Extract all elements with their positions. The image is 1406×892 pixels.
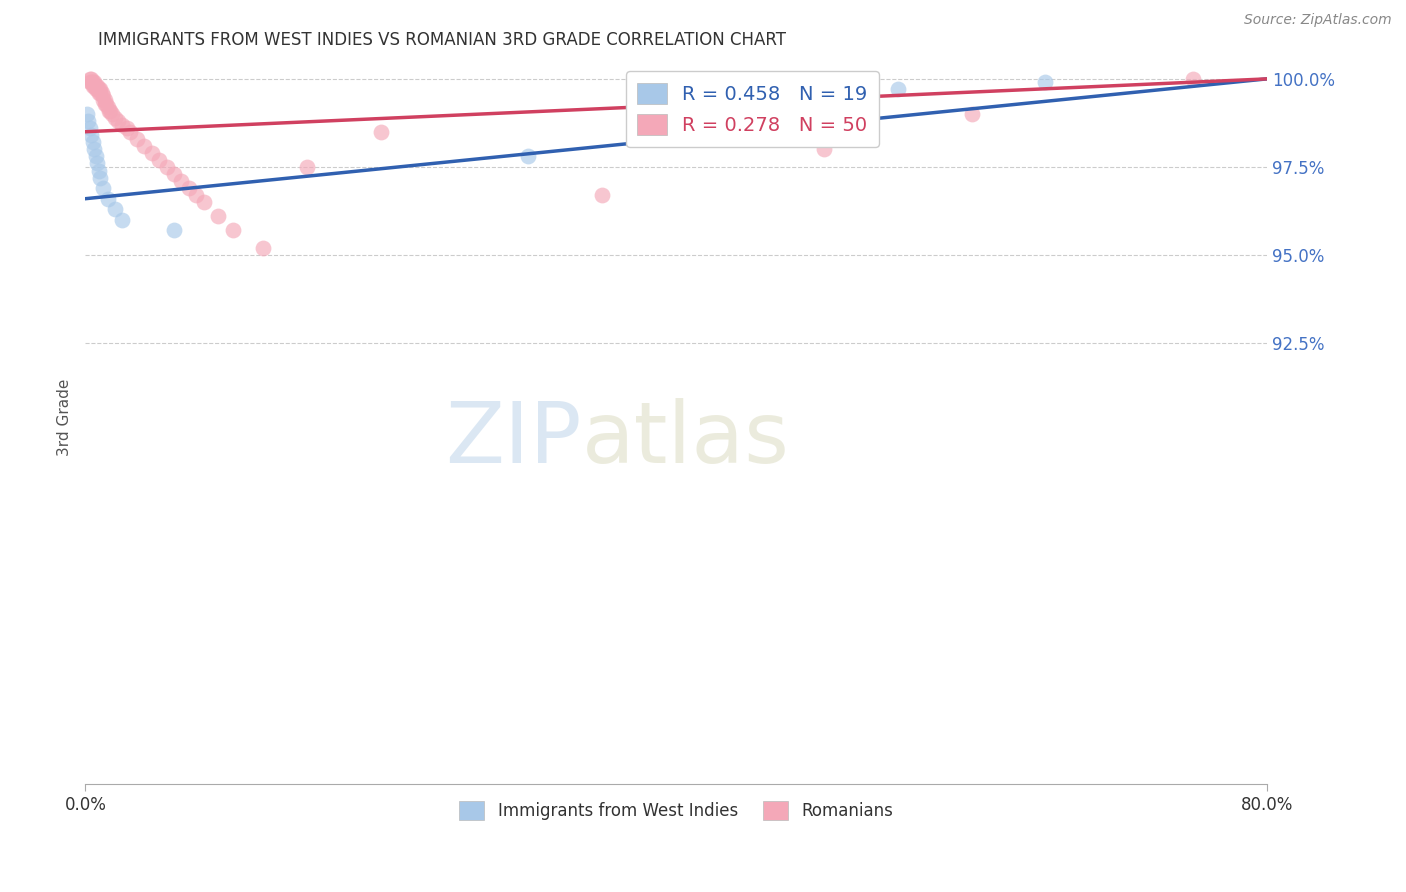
Point <box>89 82 111 96</box>
Point <box>87 163 110 178</box>
Point <box>115 121 138 136</box>
Point <box>80 128 103 143</box>
Point <box>134 138 156 153</box>
Point <box>222 223 245 237</box>
Point <box>89 86 111 100</box>
Y-axis label: 3rd Grade: 3rd Grade <box>58 378 72 456</box>
Point <box>80 75 103 89</box>
Point <box>517 149 540 163</box>
Point <box>252 241 274 255</box>
Point <box>591 188 613 202</box>
Point <box>77 114 100 128</box>
Point <box>93 96 115 111</box>
Point <box>84 149 107 163</box>
Point <box>813 142 835 156</box>
Point <box>96 192 118 206</box>
Point <box>93 93 115 107</box>
Point <box>104 111 127 125</box>
Point <box>98 103 121 118</box>
Point <box>79 121 101 136</box>
Point <box>193 195 215 210</box>
Point <box>163 223 186 237</box>
Point <box>84 82 107 96</box>
Point <box>207 210 229 224</box>
Point <box>87 86 110 100</box>
Point <box>163 167 186 181</box>
Point <box>104 202 127 217</box>
Point <box>79 71 101 86</box>
Point <box>91 93 114 107</box>
Legend: Immigrants from West Indies, Romanians: Immigrants from West Indies, Romanians <box>453 795 900 827</box>
Point <box>86 82 108 96</box>
Point <box>91 89 114 103</box>
Point <box>94 96 117 111</box>
Point <box>101 107 124 121</box>
Point <box>83 142 105 156</box>
Text: atlas: atlas <box>582 398 790 481</box>
Point <box>111 118 134 132</box>
Point <box>886 82 908 96</box>
Point <box>370 125 392 139</box>
Point <box>87 82 110 96</box>
Point <box>91 181 114 195</box>
Point <box>118 125 141 139</box>
Point <box>96 100 118 114</box>
Point <box>84 78 107 93</box>
Point <box>86 156 108 170</box>
Point <box>82 136 104 150</box>
Point <box>170 174 193 188</box>
Point <box>80 71 103 86</box>
Point <box>1182 71 1205 86</box>
Text: IMMIGRANTS FROM WEST INDIES VS ROMANIAN 3RD GRADE CORRELATION CHART: IMMIGRANTS FROM WEST INDIES VS ROMANIAN … <box>98 31 786 49</box>
Point <box>960 107 983 121</box>
Point <box>141 145 163 160</box>
Point <box>186 188 208 202</box>
Point <box>82 78 104 93</box>
Point <box>177 181 200 195</box>
Point <box>76 107 98 121</box>
Text: Source: ZipAtlas.com: Source: ZipAtlas.com <box>1244 13 1392 28</box>
Point <box>83 78 105 93</box>
Point <box>100 103 122 118</box>
Point <box>148 153 170 167</box>
Point <box>83 75 105 89</box>
Point <box>89 170 111 185</box>
Point <box>111 212 134 227</box>
Point <box>86 78 108 93</box>
Point <box>79 75 101 89</box>
Point <box>82 75 104 89</box>
Point <box>125 132 148 146</box>
Point <box>636 71 658 86</box>
Point <box>295 160 318 174</box>
Point <box>1035 75 1057 89</box>
Point <box>155 160 177 174</box>
Point <box>90 86 112 100</box>
Point <box>107 114 129 128</box>
Text: ZIP: ZIP <box>446 398 582 481</box>
